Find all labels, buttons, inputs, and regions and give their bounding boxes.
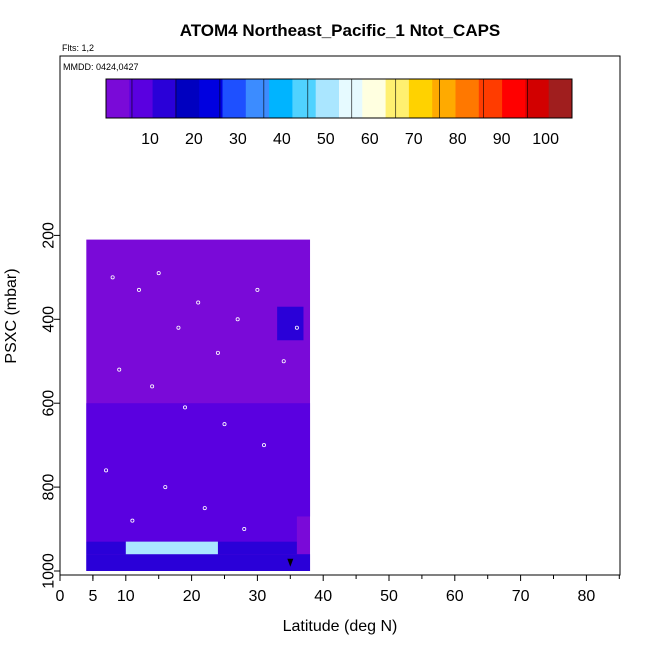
heatmap-cell-5	[125, 541, 218, 555]
colorbar-tick-label: 30	[229, 131, 247, 148]
colorbar-swatch-9	[315, 79, 340, 118]
colorbar-swatch-6	[245, 79, 270, 118]
sample-point	[163, 485, 168, 490]
colorbar-swatch-1	[129, 79, 154, 118]
plot-frame	[59, 55, 621, 576]
sample-point	[130, 518, 135, 523]
colorbar-tick-label: 40	[273, 131, 291, 148]
x-tick-label: 70	[512, 588, 530, 605]
sample-point	[104, 468, 109, 473]
x-tick-label: 80	[578, 588, 596, 605]
heatmap-cell-6	[277, 306, 304, 341]
sample-point	[235, 317, 240, 322]
sample-point	[136, 287, 141, 292]
date-annotation: MMDD: 0424,0427	[63, 62, 139, 72]
sample-point	[156, 271, 161, 276]
sample-point	[110, 275, 115, 280]
sample-point	[176, 325, 181, 330]
sample-point	[255, 287, 260, 292]
x-tick-label: 50	[380, 588, 398, 605]
x-tick-label: 40	[314, 588, 332, 605]
sample-point	[222, 422, 227, 427]
colorbar-swatch-14	[432, 79, 456, 118]
colorbar-swatch-11	[362, 79, 387, 118]
sample-point	[281, 359, 286, 364]
sample-point	[202, 506, 207, 511]
y-tick-label: 400	[41, 306, 58, 333]
sample-point	[294, 325, 299, 330]
x-tick-label: 10	[117, 588, 135, 605]
heatmap-cell-2	[86, 516, 297, 542]
colorbar-swatch-18	[525, 79, 550, 118]
colorbar-tick-label: 10	[141, 131, 159, 148]
colorbar-swatch-13	[408, 79, 433, 118]
colorbar-swatch-10	[339, 79, 363, 118]
x-tick-label: 20	[183, 588, 201, 605]
sample-point	[117, 367, 122, 372]
sample-point	[261, 443, 266, 448]
colorbar-swatch-3	[175, 79, 200, 118]
x-tick-label: 60	[446, 588, 464, 605]
colorbar-tick-label: 80	[449, 131, 467, 148]
x-axis-label: Latitude (deg N)	[283, 618, 398, 635]
colorbar-swatch-17	[502, 79, 526, 118]
colorbar-tick-label: 50	[317, 131, 335, 148]
colorbar-tick-label: 100	[532, 131, 559, 148]
sample-points	[104, 271, 299, 567]
colorbar-frame	[105, 78, 573, 119]
y-tick-label: 1000	[41, 553, 58, 589]
colorbar-tick-label: 60	[361, 131, 379, 148]
x-axis: 0 5 10 20 30 40 50 60 70 80	[56, 575, 620, 605]
colorbar-swatch-8	[292, 79, 317, 118]
heatmap-cell-1	[86, 403, 311, 517]
y-tick-label: 600	[41, 390, 58, 417]
colorbar-tick-label: 20	[185, 131, 203, 148]
heatmap-cell-4	[86, 554, 311, 571]
sample-point	[150, 384, 155, 389]
sample-point	[215, 350, 220, 355]
colorbar: 10 20 30 40 50 60 70 80 90 100	[105, 78, 573, 148]
colorbar-swatch-12	[385, 79, 410, 118]
sample-point	[183, 405, 188, 410]
colorbar-tick-label: 90	[493, 131, 511, 148]
chart-title: ATOM4 Northeast_Pacific_1 Ntot_CAPS	[180, 21, 501, 40]
x-tick-label: 30	[249, 588, 267, 605]
x-tick-label: 0	[56, 588, 65, 605]
flights-annotation: Flts: 1,2	[62, 43, 94, 53]
heatmap-cells	[86, 239, 311, 571]
x-tick-label: 5	[88, 588, 97, 605]
colorbar-swatch-19	[548, 79, 573, 118]
sample-point	[242, 527, 247, 532]
sample-point	[196, 300, 201, 305]
colorbar-tick-label: 70	[405, 131, 423, 148]
colorbar-swatch-7	[269, 79, 293, 118]
colorbar-swatch-5	[222, 79, 247, 118]
colorbar-swatch-4	[199, 79, 223, 118]
y-axis: 200 400 600 800 1000	[41, 222, 60, 589]
colorbar-swatch-2	[152, 79, 177, 118]
colorbar-swatch-15	[455, 79, 480, 118]
colorbar-swatch-0	[106, 79, 130, 118]
y-axis-label: PSXC (mbar)	[3, 268, 20, 363]
y-tick-label: 200	[41, 222, 58, 249]
y-tick-label: 800	[41, 474, 58, 501]
flight-marker	[287, 558, 294, 567]
colorbar-swatch-16	[478, 79, 503, 118]
